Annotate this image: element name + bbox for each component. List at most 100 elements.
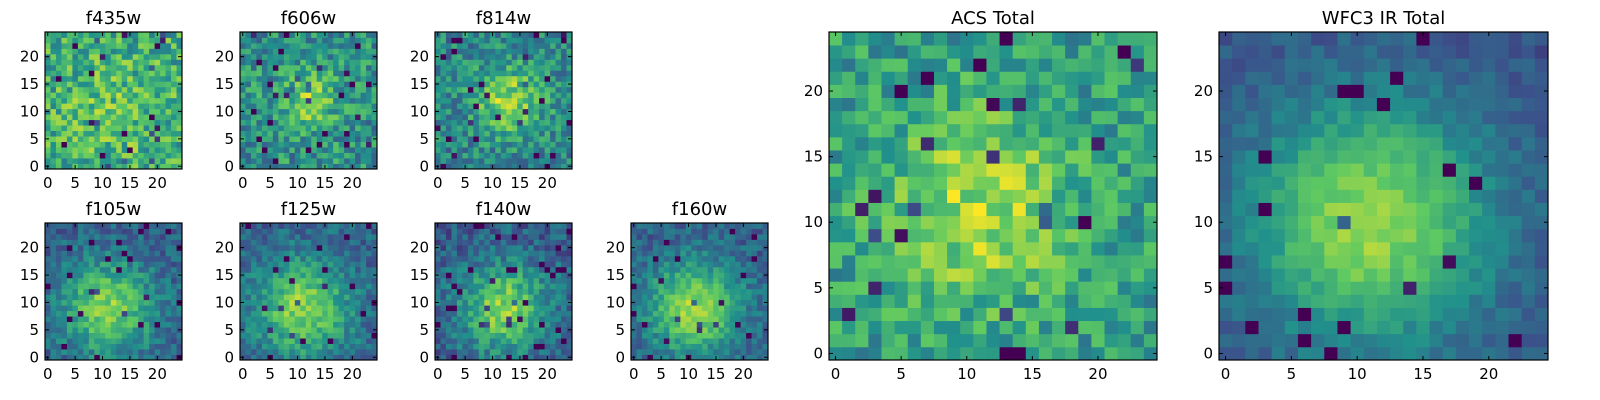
heatmap-cell bbox=[349, 272, 356, 279]
heatmap-cell bbox=[250, 233, 257, 240]
heatmap-cell bbox=[176, 255, 183, 262]
heatmap-cell bbox=[539, 59, 545, 66]
heatmap-cell bbox=[473, 136, 480, 142]
heatmap-cell bbox=[539, 266, 545, 273]
heatmap-cell bbox=[647, 354, 654, 361]
heatmap-cell bbox=[495, 92, 502, 99]
heatmap-cell bbox=[641, 266, 648, 273]
heatmap-cell bbox=[127, 75, 134, 82]
heatmap-cell bbox=[55, 233, 62, 240]
heatmap-cell bbox=[250, 223, 257, 229]
heatmap-cell bbox=[973, 202, 987, 217]
heatmap-cell bbox=[240, 250, 246, 257]
heatmap-cell bbox=[495, 37, 502, 44]
heatmap-cell bbox=[66, 158, 73, 164]
heatmap-cell bbox=[718, 283, 725, 290]
x-tick-label: 20 bbox=[148, 174, 167, 192]
heatmap-cell bbox=[495, 48, 502, 55]
heatmap-cell bbox=[261, 327, 268, 333]
heatmap-cell bbox=[154, 349, 161, 355]
heatmap-cell bbox=[360, 250, 367, 257]
heatmap-cell bbox=[245, 338, 252, 344]
heatmap-cell bbox=[250, 152, 257, 159]
heatmap-cell bbox=[658, 343, 665, 350]
heatmap-cell bbox=[250, 141, 257, 148]
heatmap-cell bbox=[544, 316, 551, 323]
heatmap-cell bbox=[696, 283, 703, 290]
heatmap-cell bbox=[566, 343, 573, 350]
heatmap-cell bbox=[631, 277, 637, 284]
heatmap-cell bbox=[489, 343, 496, 350]
heatmap-cell bbox=[77, 327, 84, 333]
heatmap-cell bbox=[160, 141, 166, 148]
heatmap-cell bbox=[713, 343, 720, 350]
heatmap-cell bbox=[311, 70, 318, 77]
heatmap-cell bbox=[371, 310, 378, 317]
heatmap-cell bbox=[250, 244, 257, 251]
heatmap-cell bbox=[999, 268, 1014, 282]
heatmap-cell bbox=[66, 228, 73, 235]
heatmap-cell bbox=[149, 354, 155, 361]
heatmap-cell bbox=[500, 48, 507, 55]
heatmap-cell bbox=[467, 310, 474, 317]
heatmap-cell bbox=[110, 223, 117, 229]
heatmap-cell bbox=[316, 283, 323, 290]
heatmap-cell bbox=[160, 108, 166, 115]
heatmap-cell bbox=[250, 103, 257, 110]
heatmap-cell bbox=[544, 64, 551, 71]
heatmap-cell bbox=[55, 81, 62, 88]
heatmap-cell bbox=[467, 53, 474, 60]
heatmap-cell bbox=[539, 223, 545, 229]
heatmap-cell bbox=[88, 266, 95, 273]
heatmap-cell bbox=[691, 250, 698, 257]
heatmap-cell bbox=[240, 103, 246, 110]
heatmap-cell bbox=[685, 266, 692, 273]
heatmap-cell bbox=[278, 70, 285, 77]
heatmap-cell bbox=[61, 277, 68, 284]
heatmap-cell bbox=[55, 354, 62, 361]
heatmap-cell bbox=[132, 53, 139, 60]
heatmap-cell bbox=[495, 283, 502, 290]
heatmap-cell bbox=[1117, 307, 1132, 322]
heatmap-cell bbox=[1117, 281, 1132, 295]
heatmap-cell bbox=[484, 103, 491, 110]
heatmap-cell bbox=[300, 294, 307, 301]
heatmap-cell bbox=[127, 316, 134, 323]
heatmap-cell bbox=[261, 261, 268, 268]
heatmap-cell bbox=[138, 354, 145, 361]
heatmap-cell bbox=[539, 64, 545, 71]
heatmap-cell bbox=[55, 48, 62, 55]
heatmap-cell bbox=[360, 42, 367, 49]
heatmap-cell bbox=[674, 305, 681, 312]
heatmap-cell bbox=[61, 81, 68, 88]
heatmap-cell bbox=[478, 321, 485, 328]
heatmap-cell bbox=[50, 92, 57, 99]
heatmap-cell bbox=[641, 310, 648, 317]
heatmap-cell bbox=[751, 272, 758, 279]
heatmap-cell bbox=[528, 163, 535, 170]
heatmap-cell bbox=[45, 86, 51, 93]
heatmap-cell bbox=[138, 327, 145, 333]
heatmap-cell bbox=[973, 163, 987, 177]
heatmap-cell bbox=[636, 239, 643, 246]
heatmap-cell bbox=[250, 239, 257, 246]
heatmap-cell bbox=[495, 125, 502, 132]
heatmap-cell bbox=[149, 163, 155, 170]
heatmap-cell bbox=[322, 147, 329, 153]
heatmap-cell bbox=[1012, 320, 1027, 335]
heatmap-cell bbox=[467, 277, 474, 284]
heatmap-cell bbox=[435, 125, 441, 132]
heatmap-cell bbox=[305, 272, 312, 279]
heatmap-cell bbox=[724, 255, 731, 262]
heatmap-cell bbox=[121, 327, 128, 333]
heatmap-cell bbox=[55, 59, 62, 66]
heatmap-cell bbox=[533, 32, 540, 38]
heatmap-cell bbox=[256, 288, 263, 295]
heatmap-cell bbox=[456, 147, 463, 153]
heatmap-cell bbox=[371, 305, 378, 312]
heatmap-cell bbox=[500, 343, 507, 350]
heatmap-cell bbox=[462, 244, 469, 251]
heatmap-cell bbox=[663, 310, 670, 317]
heatmap-cell bbox=[278, 261, 285, 268]
heatmap-cell bbox=[344, 354, 350, 361]
